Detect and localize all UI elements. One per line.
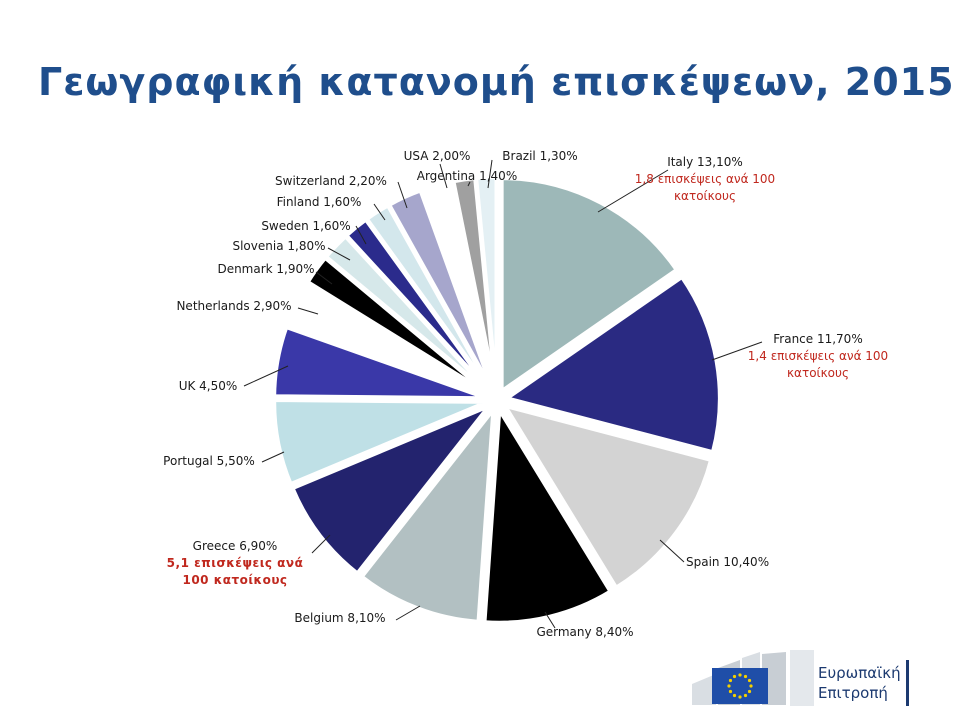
slice-label: Slovenia 1,80% [232,239,325,253]
eu-flag-icon [712,668,768,704]
pie-slice [473,175,499,391]
slice-label: France 11,70% [773,332,862,346]
slice-note: 1,8 επισκέψεις ανά 100 [635,172,775,186]
leader-line [315,271,333,285]
leader-line [373,203,386,221]
leader-lines [243,159,763,629]
slice-label: Germany 8,40% [536,625,633,639]
leader-line [311,534,331,554]
slice-label: Portugal 5,50% [163,454,255,468]
slice-note: 5,1 επισκέψεις ανά [167,556,304,570]
leader-line [467,181,471,187]
slide-title: Γεωγραφική κατανομή επισκέψεων, 2015 [38,60,955,104]
leader-line [659,539,685,563]
leader-line [327,247,351,261]
slice-note: 1,4 επισκέψεις ανά 100 [748,349,888,363]
pie-slice [502,274,722,455]
pie-slice [482,403,614,625]
pie-slice [272,324,488,401]
slice-label: Spain 10,40% [686,555,769,569]
slice-label: Switzerland 2,20% [275,174,387,188]
slice-label: Belgium 8,10% [294,611,385,625]
pie-slice [499,176,680,395]
leader-line [355,225,367,245]
logo-line1: Ευρωπαϊκή [818,664,901,682]
leader-line [439,163,448,189]
slice-labels: Italy 13,10% 1,8 επισκέψεις ανά 100 κατοίκ… [163,149,888,639]
leader-line [261,451,285,463]
leader-line [487,159,493,189]
european-commission-logo: Ευρωπαϊκή Επιτροπή [692,650,909,706]
slice-label: UK 4,50% [179,379,238,393]
leader-line [597,169,669,213]
pie-slice [500,402,714,591]
slice-note: κατοίκους [674,189,736,203]
pie-slice [272,397,488,487]
leader-line [711,341,763,361]
slice-label: Argentina 1,40% [417,169,517,183]
slice-label: Sweden 1,60% [261,219,350,233]
slice-label: Greece 6,90% [193,539,278,553]
slice-label: Denmark 1,90% [217,262,314,276]
slice-label: Brazil 1,30% [502,149,577,163]
pie-slice [289,401,496,577]
pie-slices [272,175,722,625]
leader-line [297,307,319,315]
leader-line [544,611,556,629]
logo-line2: Επιτροπή [818,684,888,702]
leader-line [397,181,408,209]
leader-line [243,365,289,387]
slice-label: USA 2,00% [404,149,471,163]
slice-label: Italy 13,10% [667,155,743,169]
slice-note: 100 κατοίκους [182,573,287,587]
slice-note: κατοίκους [787,366,849,380]
slice-label: Netherlands 2,90% [176,299,291,313]
slice-label: Finland 1,60% [277,195,362,209]
leader-line [395,605,421,621]
